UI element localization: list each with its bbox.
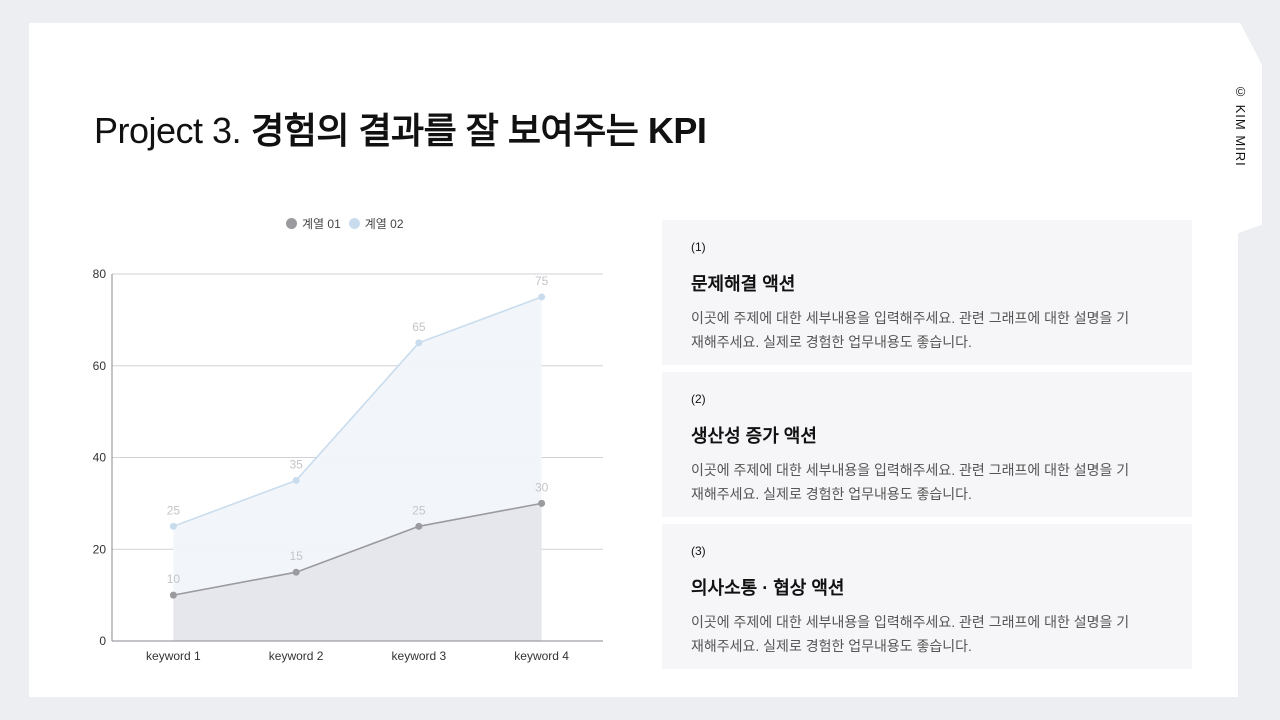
x-tick-label: keyword 3 (392, 649, 447, 663)
action-cards: (1) 문제해결 액션 이곳에 주제에 대한 세부내용을 입력해주세요. 관련 … (662, 220, 1192, 676)
title-project-number: Project 3. (94, 110, 242, 151)
data-point-marker (538, 293, 546, 301)
card-title: 의사소통 · 협상 액션 (691, 578, 845, 598)
y-tick-label: 0 (99, 634, 106, 648)
data-label: 25 (167, 503, 181, 517)
y-tick-label: 80 (93, 267, 107, 281)
data-label: 75 (535, 274, 549, 288)
x-tick-label: keyword 1 (146, 649, 201, 663)
data-label: 25 (412, 503, 426, 517)
card-title: 생산성 증가 액션 (691, 426, 817, 446)
data-point-marker (292, 476, 300, 484)
slide-side-tab (1200, 23, 1262, 233)
line-series-1 (173, 502, 542, 596)
chart-plot: 0 20 40 60 80 25 35 65 75 10 15 25 30 keyword 1 keywor… (93, 267, 603, 663)
data-point-marker (169, 522, 177, 530)
x-tick-label: keyword 2 (269, 649, 324, 663)
legend-dot-icon (286, 218, 297, 229)
data-label: 35 (289, 457, 303, 471)
area-series-1 (173, 503, 542, 641)
legend-label: 계열 01 (302, 217, 341, 231)
page-title: Project 3. 경험의 결과를 잘 보여주는 KPI (94, 102, 707, 154)
card-description: 이곳에 주제에 대한 세부내용을 입력해주세요. 관련 그래프에 대한 설명을 … (691, 462, 1130, 502)
data-label: 15 (289, 549, 303, 563)
data-point-marker (415, 522, 423, 530)
line-series-2 (173, 296, 542, 528)
action-card-3: (3) 의사소통 · 협상 액션 이곳에 주제에 대한 세부내용을 입력해주세요… (662, 524, 1192, 669)
action-card-1: (1) 문제해결 액션 이곳에 주제에 대한 세부내용을 입력해주세요. 관련 … (662, 220, 1192, 365)
data-label: 65 (412, 320, 426, 334)
legend-item-series-2: 계열 02 (348, 215, 404, 232)
y-tick-label: 40 (93, 451, 107, 465)
legend-item-series-1: 계열 01 (286, 215, 341, 232)
action-card-2: (2) 생산성 증가 액션 이곳에 주제에 대한 세부내용을 입력해주세요. 관… (662, 372, 1192, 517)
card-number: (1) (691, 240, 706, 254)
data-point-marker (169, 591, 177, 599)
data-label: 30 (535, 480, 549, 494)
y-tick-label: 20 (93, 542, 107, 556)
title-subject: 경험의 결과를 잘 보여주는 KPI (251, 110, 707, 151)
card-description: 이곳에 주제에 대한 세부내용을 입력해주세요. 관련 그래프에 대한 설명을 … (691, 310, 1130, 350)
x-tick-label: keyword 4 (514, 649, 569, 663)
kpi-area-chart: 0 20 40 60 80 25 35 65 75 10 15 25 30 keyword 1 keywor… (60, 200, 630, 680)
chart-legend: 계열 01 계열 02 (286, 215, 412, 232)
card-number: (2) (691, 392, 706, 406)
card-description: 이곳에 주제에 대한 세부내용을 입력해주세요. 관련 그래프에 대한 설명을 … (691, 614, 1130, 654)
card-title: 문제해결 액션 (691, 274, 796, 294)
data-point-marker (292, 568, 300, 576)
legend-label: 계열 02 (364, 217, 404, 231)
card-number: (3) (691, 544, 706, 558)
y-tick-label: 60 (93, 359, 107, 373)
legend-dot-icon (348, 218, 360, 229)
data-label: 10 (167, 572, 181, 586)
data-point-marker (538, 499, 546, 507)
copyright-label: © KIM MIRI (1233, 84, 1248, 167)
data-point-marker (415, 339, 423, 347)
